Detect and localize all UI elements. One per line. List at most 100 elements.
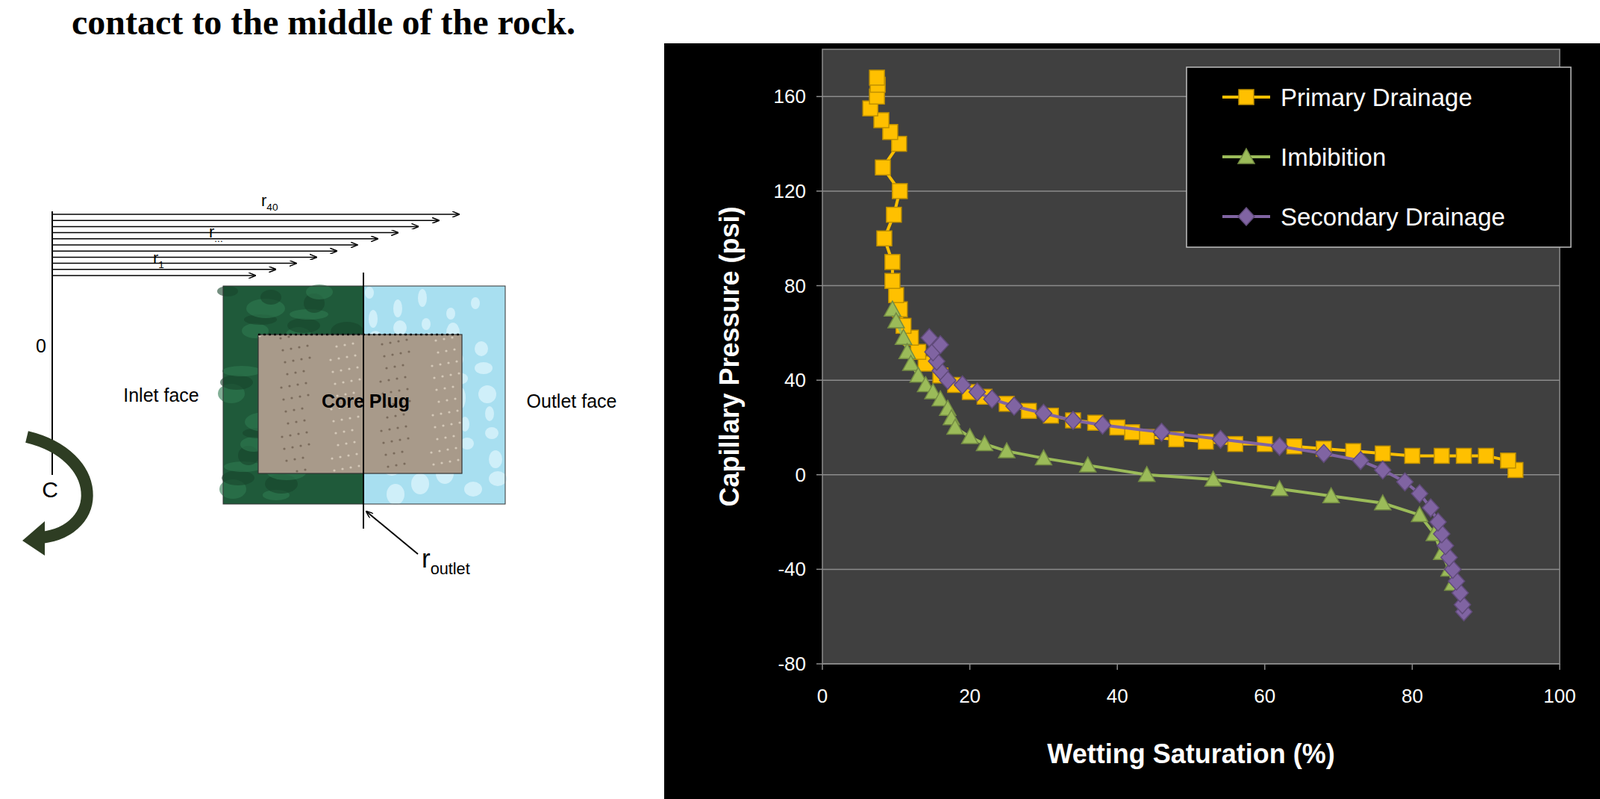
y-tick-label: 160 bbox=[773, 85, 806, 108]
series-marker bbox=[902, 355, 920, 371]
core-grain bbox=[440, 461, 443, 464]
x-tick-label: 40 bbox=[1106, 684, 1129, 707]
core-grain bbox=[293, 457, 296, 460]
core-grain bbox=[343, 343, 346, 346]
radius-arrow bbox=[52, 250, 337, 252]
radius-label-base: r bbox=[261, 191, 267, 210]
x-tick-label: 80 bbox=[1401, 684, 1424, 707]
series-marker bbox=[869, 70, 885, 86]
core-grain bbox=[282, 397, 285, 400]
inlet-texture bbox=[305, 284, 333, 300]
core-grain bbox=[336, 443, 339, 446]
outlet-droplet bbox=[386, 483, 405, 505]
x-tick bbox=[821, 663, 824, 670]
core-grain bbox=[358, 377, 361, 380]
core-grain bbox=[304, 381, 307, 384]
core-grain bbox=[390, 439, 393, 442]
core-grain bbox=[341, 467, 344, 470]
core-grain bbox=[432, 376, 436, 379]
outlet-radius-label: routlet bbox=[421, 543, 471, 578]
core-label: Core Plug bbox=[321, 390, 410, 412]
inlet-texture bbox=[287, 317, 321, 333]
core-grain bbox=[286, 421, 289, 424]
core-grain bbox=[333, 382, 336, 385]
radius-arrow bbox=[52, 274, 256, 277]
x-tick bbox=[1558, 663, 1561, 670]
radius-label: r40 bbox=[261, 191, 279, 213]
series-marker bbox=[1323, 487, 1340, 503]
core-grain bbox=[454, 446, 457, 449]
core-grain bbox=[438, 449, 441, 452]
core-grain bbox=[404, 424, 407, 427]
series-marker bbox=[1152, 423, 1170, 442]
core-grain bbox=[402, 412, 405, 415]
x-tick bbox=[1411, 663, 1414, 670]
core-grain bbox=[393, 364, 396, 368]
core-grain bbox=[299, 444, 302, 447]
y-tick bbox=[816, 473, 823, 476]
legend-box bbox=[1186, 67, 1571, 248]
series-marker bbox=[1315, 444, 1333, 462]
outlet-droplet bbox=[464, 481, 483, 497]
x-axis-title: Wetting Saturation (%) bbox=[1047, 738, 1335, 769]
x-tick bbox=[969, 663, 971, 670]
series-marker bbox=[998, 442, 1015, 458]
core-grain bbox=[444, 435, 447, 439]
series-marker bbox=[1374, 460, 1392, 479]
series-marker bbox=[1500, 452, 1516, 468]
core-grain bbox=[301, 455, 304, 459]
series-marker bbox=[961, 428, 979, 444]
core-grain bbox=[392, 451, 395, 454]
outlet-droplet bbox=[368, 309, 378, 328]
core-grain bbox=[302, 369, 305, 372]
core-grain bbox=[439, 411, 442, 415]
radius-label-sub: 40 bbox=[266, 201, 279, 213]
core-grain bbox=[345, 355, 348, 358]
core-grain bbox=[282, 447, 286, 450]
legend: Primary Drainage Imbibition Secondary Drai… bbox=[1186, 67, 1571, 248]
outlet-droplet bbox=[488, 470, 507, 486]
legend-label: Imbibition bbox=[1280, 143, 1386, 171]
inlet-texture bbox=[260, 289, 282, 305]
core-grain bbox=[348, 416, 351, 419]
y-tick bbox=[816, 190, 823, 192]
series-marker bbox=[1064, 411, 1082, 430]
y-axis-title: Capillary Pressure (psi) bbox=[714, 205, 745, 506]
outlet-radius-label-base: r bbox=[421, 543, 431, 573]
series-marker bbox=[1434, 447, 1450, 463]
core-grain bbox=[397, 339, 400, 342]
core-grain bbox=[298, 394, 301, 398]
series-marker bbox=[1422, 498, 1439, 517]
series-marker bbox=[876, 230, 892, 246]
outlet-droplet bbox=[393, 299, 403, 318]
outlet-droplet bbox=[460, 437, 474, 450]
series-marker bbox=[1397, 472, 1414, 491]
series-marker bbox=[1212, 429, 1230, 448]
outlet-droplet bbox=[446, 307, 456, 320]
core-grain bbox=[342, 429, 345, 433]
y-tick-label: 40 bbox=[784, 368, 806, 392]
core-grain bbox=[447, 361, 450, 364]
core-grain bbox=[456, 458, 459, 461]
legend-label: Primary Drainage bbox=[1280, 83, 1473, 112]
legend-marker bbox=[1238, 89, 1254, 105]
outlet-droplet bbox=[488, 450, 503, 468]
core-grain bbox=[347, 367, 350, 370]
core-grain bbox=[355, 452, 358, 455]
core-grain bbox=[388, 341, 392, 344]
core-grain bbox=[385, 366, 388, 369]
core-grain bbox=[430, 364, 433, 367]
x-tick-label: 100 bbox=[1543, 684, 1576, 707]
legend-label: Secondary Drainage bbox=[1280, 202, 1506, 231]
core-grain bbox=[332, 419, 335, 422]
outlet-label: Outlet face bbox=[526, 390, 618, 412]
core-grain bbox=[458, 420, 461, 424]
radius-label-base: r bbox=[152, 248, 159, 268]
core-grain bbox=[340, 417, 343, 421]
series-marker bbox=[899, 343, 916, 359]
outlet-droplet bbox=[411, 473, 430, 495]
core-grain bbox=[300, 357, 303, 360]
core-grain bbox=[330, 456, 333, 459]
outlet-droplet bbox=[470, 297, 480, 309]
grid-line bbox=[822, 285, 1560, 287]
